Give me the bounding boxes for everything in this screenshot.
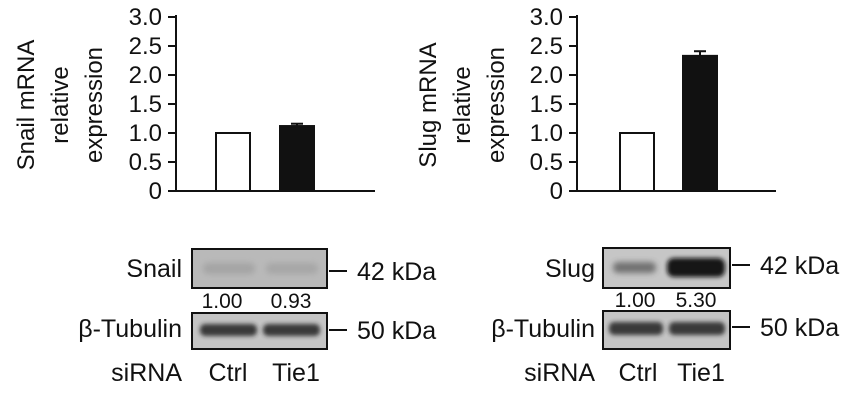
y-tick-label: 3.0 — [129, 4, 162, 31]
target-band-ctrl — [203, 263, 255, 274]
y-tick-label: 2.0 — [129, 62, 162, 89]
bar-tie1 — [279, 125, 315, 192]
quant-ctrl: 1.00 — [615, 289, 656, 312]
control-blot-strip — [191, 312, 328, 350]
snail-western-blot: Snail 42 kDa 1.00 0.93 β-Tubulin 50 kDa … — [78, 248, 436, 387]
slug-bar-chart: Slug mRNA relative expression 00.51.01.5… — [415, 4, 776, 205]
y-tick-label: 0 — [550, 178, 563, 205]
lane-label-tie1: Tie1 — [272, 359, 320, 387]
control-band-ctrl — [200, 324, 257, 336]
y-axis-label: Snail mRNA relative expression — [13, 40, 108, 171]
target-blot-strip — [191, 248, 328, 289]
quant-tie1: 0.93 — [271, 290, 312, 313]
control-kda-label: 50 kDa — [760, 314, 839, 342]
control-band-tie1 — [263, 324, 320, 336]
y-axis-label-line-2: relative — [47, 66, 74, 143]
snail-bar-chart: Snail mRNA relative expression 00.51.01.… — [13, 4, 375, 205]
lane-label-ctrl: Ctrl — [619, 359, 658, 387]
bar-ctrl — [619, 132, 655, 192]
control-blot-strip — [602, 310, 731, 350]
y-tick-label: 0 — [149, 178, 162, 205]
y-tick-label: 0.5 — [530, 149, 563, 176]
y-tick-label: 1.5 — [530, 91, 563, 118]
quant-tie1: 5.30 — [676, 289, 717, 312]
y-tick-label: 1.0 — [129, 120, 162, 147]
lane-label-ctrl: Ctrl — [209, 359, 248, 387]
target-band-tie1 — [266, 263, 318, 274]
y-tick-label: 2.5 — [530, 33, 563, 60]
target-kda-label: 42 kDa — [760, 252, 839, 280]
y-axis-label-line-1: Snail mRNA — [13, 40, 40, 171]
y-axis-label-line-3: expression — [81, 47, 108, 163]
y-tick-label: 0.5 — [129, 149, 162, 176]
quant-ctrl: 1.00 — [202, 290, 243, 313]
target-label: Slug — [545, 255, 595, 283]
target-kda-label: 42 kDa — [357, 258, 436, 286]
target-blot-strip — [602, 247, 731, 289]
target-band-ctrl — [613, 262, 656, 273]
y-tick-label: 1.0 — [530, 120, 563, 147]
y-axis-label: Slug mRNA relative expression — [415, 42, 510, 167]
y-axis-label-line-3: expression — [483, 47, 510, 163]
target-label: Snail — [126, 255, 182, 283]
bar-ctrl — [215, 132, 251, 192]
control-label: β-Tubulin — [491, 315, 595, 343]
y-tick-label: 3.0 — [530, 4, 563, 31]
y-tick-label: 2.5 — [129, 33, 162, 60]
sirna-label: siRNA — [524, 359, 595, 387]
control-band-ctrl — [609, 322, 663, 335]
target-band-tie1 — [667, 258, 725, 277]
lane-label-tie1: Tie1 — [677, 359, 725, 387]
control-band-tie1 — [669, 322, 725, 335]
y-axis-label-line-2: relative — [449, 66, 476, 143]
sirna-label: siRNA — [111, 359, 182, 387]
y-axis-label-line-1: Slug mRNA — [415, 42, 442, 167]
control-kda-label: 50 kDa — [357, 317, 436, 345]
slug-western-blot: Slug 42 kDa 1.00 5.30 β-Tubulin 50 kDa s… — [491, 247, 839, 387]
control-label: β-Tubulin — [78, 315, 182, 343]
bar-tie1 — [682, 54, 718, 192]
y-tick-label: 2.0 — [530, 62, 563, 89]
y-tick-label: 1.5 — [129, 91, 162, 118]
